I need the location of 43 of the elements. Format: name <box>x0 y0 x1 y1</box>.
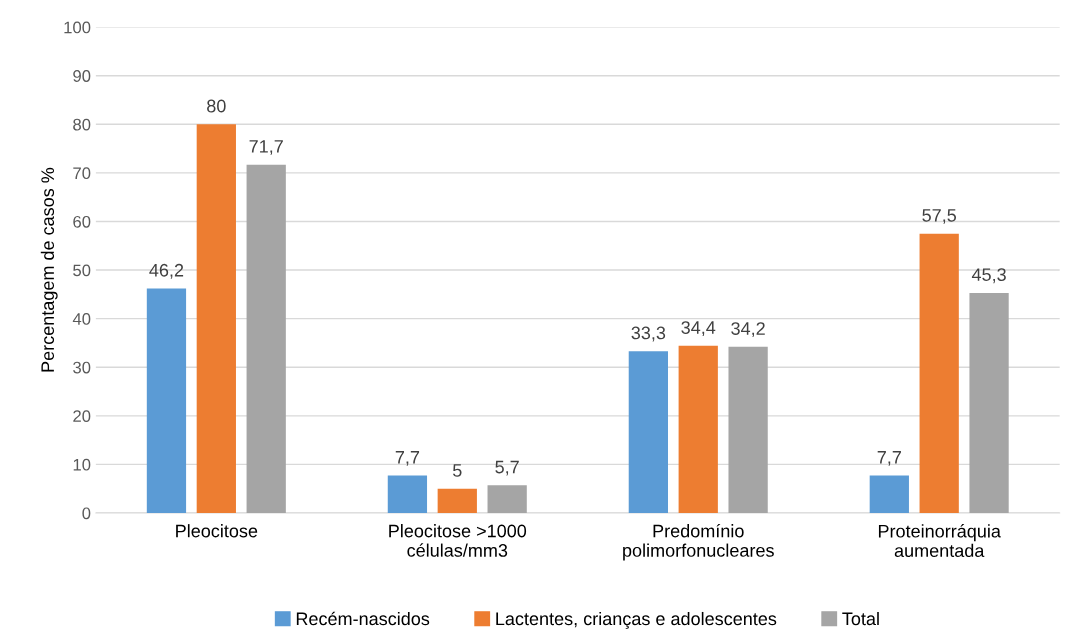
bar <box>728 346 768 513</box>
bar <box>678 345 718 513</box>
data-label: 46,2 <box>149 263 184 279</box>
x-tick-label: Proteinorráquia aumentada <box>878 524 1001 558</box>
y-tick-label: 0 <box>82 507 91 520</box>
data-label: 5 <box>452 464 462 477</box>
y-tick-label: 100 <box>64 21 91 34</box>
data-label: 7,7 <box>877 451 901 466</box>
bar <box>628 351 668 513</box>
bar <box>487 485 527 513</box>
legend-label: Lactentes, crianças e adolescentes <box>496 611 777 629</box>
x-tick-label: Pleocitose >1000 células/mm3 <box>389 524 527 557</box>
data-label: 5,7 <box>495 460 519 476</box>
y-tick-label: 80 <box>73 118 91 131</box>
data-label: 45,3 <box>971 268 1006 284</box>
x-tick-label: Pleocitose <box>176 524 258 538</box>
data-label: 80 <box>207 99 226 113</box>
y-tick-label: 50 <box>73 264 91 277</box>
legend-label: Recém-nascidos <box>296 611 430 626</box>
legend-label: Total <box>842 611 879 626</box>
bar <box>969 292 1009 513</box>
y-tick-label: 90 <box>73 70 91 82</box>
y-tick-label: 40 <box>72 313 91 325</box>
y-tick-label: 60 <box>73 215 91 228</box>
bar <box>919 233 959 513</box>
bar <box>196 124 236 513</box>
bar <box>246 164 286 513</box>
data-label: 33,3 <box>631 326 666 342</box>
bar <box>869 475 909 513</box>
y-tick-label: 30 <box>73 361 91 374</box>
bar <box>387 475 428 513</box>
data-label: 34,2 <box>731 322 765 338</box>
data-label: 71,7 <box>249 140 283 155</box>
y-tick-label: 10 <box>73 458 91 471</box>
y-axis-title: Percentagem de casos % <box>40 167 58 372</box>
bar <box>146 288 187 513</box>
data-label: 7,7 <box>395 451 420 466</box>
data-label: 34,4 <box>681 321 716 337</box>
bar <box>437 488 477 513</box>
y-tick-label: 70 <box>73 167 91 180</box>
data-label: 57,5 <box>922 209 957 224</box>
y-tick-label: 20 <box>73 410 91 423</box>
x-tick-label: Predomínio polimorfonucleares <box>623 523 774 561</box>
